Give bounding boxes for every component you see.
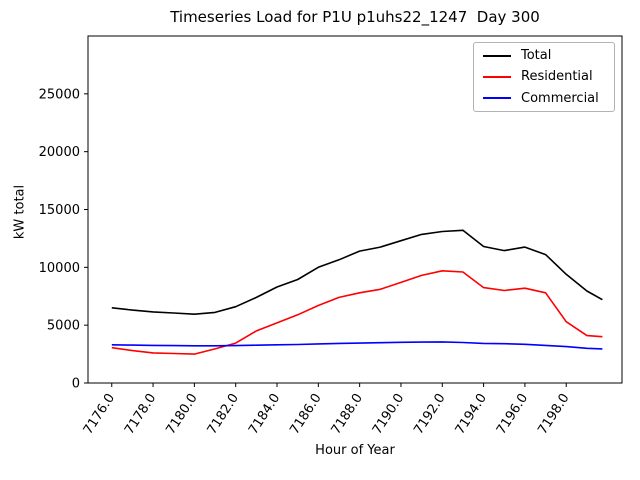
x-tick-label: 7196.0 [494, 391, 531, 437]
y-tick-label: 5000 [47, 319, 80, 334]
x-tick-label: 7180.0 [163, 391, 200, 437]
x-tick-label: 7184.0 [246, 391, 283, 437]
series-line-commercial [111, 341, 603, 350]
legend: Total Residential Commercial [473, 42, 615, 112]
y-tick-label: 15000 [39, 203, 80, 218]
legend-item-residential: Residential [474, 66, 614, 87]
legend-item-commercial: Commercial [474, 88, 614, 109]
x-tick-label: 7192.0 [411, 391, 448, 437]
residential-line-swatch [483, 75, 511, 78]
y-tick-label: 20000 [39, 145, 80, 160]
x-axis-label: Hour of Year [315, 443, 395, 458]
x-tick-label: 7186.0 [287, 391, 324, 437]
series-line-residential [111, 269, 603, 355]
y-tick-label: 25000 [39, 87, 80, 102]
y-axis-label: kW total [12, 184, 28, 240]
x-tick-label: 7190.0 [370, 391, 407, 437]
x-tick-label: 7194.0 [453, 391, 490, 437]
total-line-swatch [483, 54, 511, 57]
y-tick-label: 10000 [39, 261, 80, 276]
x-tick-label: 7182.0 [205, 391, 242, 437]
commercial-line-swatch [483, 97, 511, 100]
x-tick-label: 7198.0 [535, 391, 572, 437]
x-tick-label: 7178.0 [122, 391, 159, 437]
legend-label-total: Total [521, 48, 552, 64]
x-tick-label: 7188.0 [329, 391, 366, 437]
legend-label-commercial: Commercial [521, 90, 599, 106]
series-line-total [111, 229, 603, 316]
chart-title: Timeseries Load for P1U p1uhs22_1247 Day… [170, 8, 540, 26]
x-tick-label: 7176.0 [81, 391, 118, 437]
legend-label-residential: Residential [521, 69, 593, 85]
legend-item-total: Total [474, 45, 614, 66]
y-tick-label: 0 [72, 377, 80, 392]
